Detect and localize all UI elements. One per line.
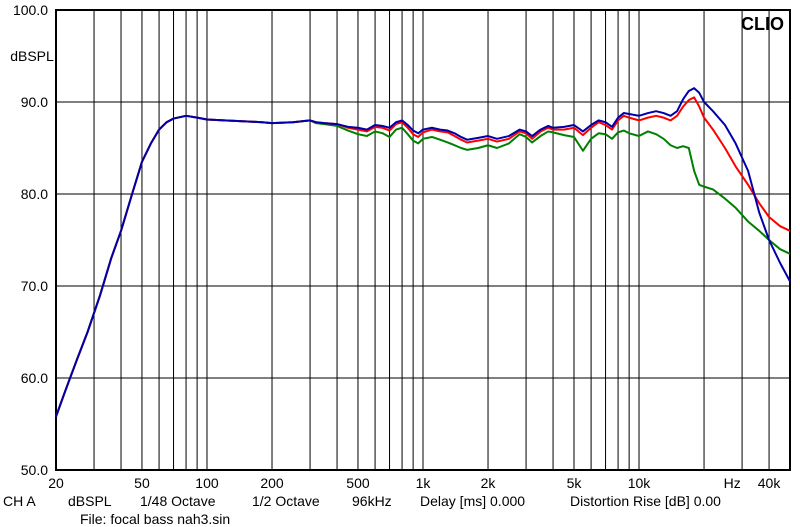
brand-label: CLIO (741, 14, 784, 34)
y-tick-label: 70.0 (21, 278, 48, 294)
y-tick-label: 80.0 (21, 186, 48, 202)
chart-svg: 50.060.070.080.090.0100.0dBSPL2050100200… (0, 0, 800, 527)
y-unit-label: dBSPL (10, 48, 54, 64)
info-text: 96kHz (352, 493, 392, 509)
y-tick-label: 90.0 (21, 94, 48, 110)
info-text: Distortion Rise [dB] 0.00 (570, 493, 721, 509)
x-tick-label: 10k (628, 475, 652, 491)
y-tick-label: 60.0 (21, 370, 48, 386)
info-text: Delay [ms] 0.000 (420, 493, 525, 509)
info-text: dBSPL (68, 493, 112, 509)
x-tick-label: 2k (481, 475, 497, 491)
x-unit-label: Hz (724, 475, 741, 491)
info-text: CH A (3, 493, 36, 509)
y-tick-label: 100.0 (13, 2, 48, 18)
x-tick-label: 20 (48, 475, 64, 491)
frequency-response-chart: 50.060.070.080.090.0100.0dBSPL2050100200… (0, 0, 800, 527)
x-tick-label: 50 (134, 475, 150, 491)
x-tick-label: 200 (260, 475, 284, 491)
x-tick-label: 40k (758, 475, 782, 491)
info-text: 1/48 Octave (140, 493, 216, 509)
x-tick-label: 500 (346, 475, 370, 491)
x-tick-label: 100 (195, 475, 219, 491)
info-text: 1/2 Octave (252, 493, 320, 509)
x-tick-label: 1k (416, 475, 432, 491)
x-tick-label: 5k (567, 475, 583, 491)
file-label: File: focal bass nah3.sin (80, 511, 230, 527)
y-tick-label: 50.0 (21, 462, 48, 478)
